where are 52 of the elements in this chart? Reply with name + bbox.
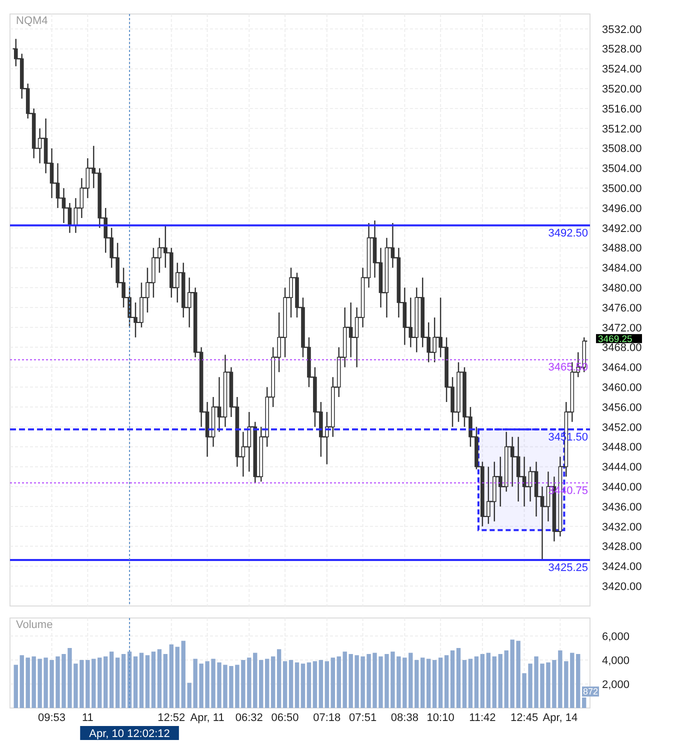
y-tick-label: 2,000 — [602, 678, 630, 691]
x-tick-label: 12:45 — [510, 712, 538, 724]
y-tick-label: 3448.00 — [602, 442, 642, 454]
x-tick-label: 07:18 — [313, 712, 341, 724]
chart-title: Volume — [16, 619, 53, 631]
y-tick-label: 3480.00 — [602, 282, 642, 294]
y-tick-label: 3524.00 — [602, 64, 642, 76]
y-tick-label: 3528.00 — [602, 44, 642, 56]
x-tick-label: 10:10 — [426, 712, 454, 724]
y-tick-label: 4,000 — [602, 654, 630, 667]
x-tick-label: 11:42 — [469, 712, 496, 724]
y-tick-label: 3464.00 — [602, 362, 642, 374]
y-tick-label: 3424.00 — [602, 561, 642, 574]
chart-title: NQM4 — [16, 15, 48, 27]
y-tick-label: 3440.00 — [602, 481, 642, 494]
data-label: 872 — [583, 686, 598, 697]
y-tick-label: 3420.00 — [602, 580, 642, 593]
y-tick-label: 3496.00 — [602, 202, 642, 215]
x-tick-label: 09:53 — [38, 712, 66, 724]
y-tick-label: 6,000 — [602, 630, 630, 643]
y-tick-label: 3504.00 — [602, 163, 642, 176]
y-tick-label: 3460.00 — [602, 382, 642, 394]
x-tick-label: 06:32 — [235, 712, 263, 724]
y-tick-label: 3492.00 — [602, 222, 642, 235]
x-tick-label: Apr, 11 — [190, 712, 224, 724]
y-tick-label: 3532.00 — [602, 24, 642, 36]
x-tick-label: 07:51 — [349, 712, 377, 724]
x-tick-label: 12:52 — [158, 712, 186, 724]
y-tick-label: 3516.00 — [602, 103, 642, 116]
y-tick-label: 3428.00 — [602, 541, 642, 554]
y-tick-label: 3488.00 — [602, 242, 642, 255]
y-tick-label: 3468.00 — [602, 342, 642, 354]
y-tick-label: 3444.00 — [602, 462, 642, 474]
y-tick-label: 3472.00 — [602, 322, 642, 334]
ref-line-label: 3425.25 — [548, 562, 588, 574]
x-tick-label: 08:38 — [390, 712, 418, 724]
y-tick-label: 3500.00 — [602, 182, 642, 195]
ref-line-label: 3492.50 — [548, 227, 588, 240]
y-tick-label: 3512.00 — [602, 123, 642, 136]
y-tick-label: 3456.00 — [602, 402, 642, 414]
x-tick-label: Apr, 10 12:02:12 — [89, 728, 170, 740]
y-tick-label: 3520.00 — [602, 83, 642, 96]
text: 3469.25 — [598, 334, 632, 345]
y-tick-label: 3452.00 — [602, 422, 642, 434]
x-tick-label: 11 — [82, 712, 94, 724]
x-tick-label: Apr, 14 — [542, 712, 578, 724]
y-tick-label: 3432.00 — [602, 521, 642, 534]
y-tick-label: 3436.00 — [602, 501, 642, 514]
y-tick-label: 3476.00 — [602, 302, 642, 314]
x-tick-label: 06:50 — [271, 712, 299, 724]
y-tick-label: 3484.00 — [602, 262, 642, 275]
y-tick-label: 3508.00 — [602, 143, 642, 156]
